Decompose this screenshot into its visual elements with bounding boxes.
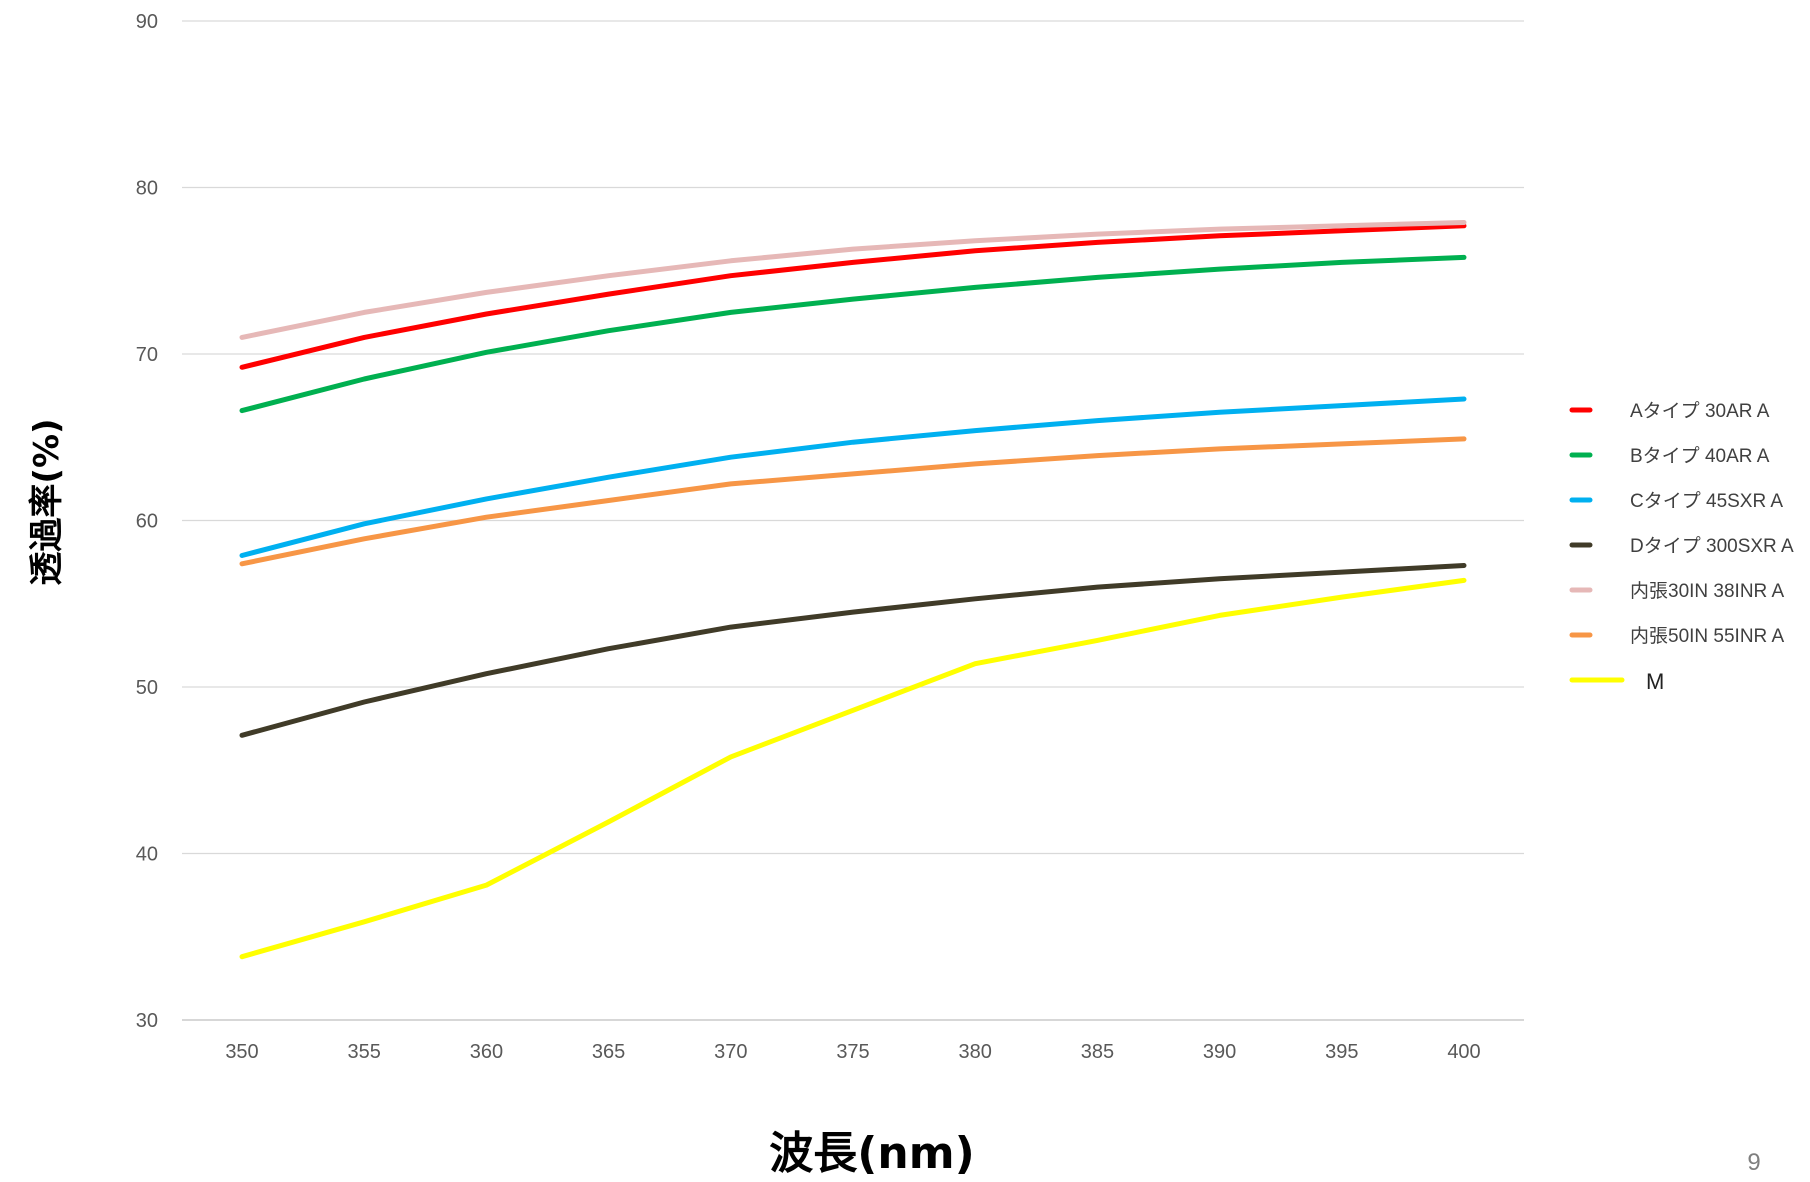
series-line-3 xyxy=(239,396,1467,558)
legend-label-4: Dタイプ 300SXR A xyxy=(1630,535,1794,557)
y-tick-label: 40 xyxy=(136,844,158,866)
y-tick-label: 90 xyxy=(136,11,158,33)
series-line-1 xyxy=(239,223,1467,370)
x-tick-label: 390 xyxy=(1203,1041,1236,1063)
y-axis-tick-labels: 30 40 50 60 70 80 90 xyxy=(136,11,158,1032)
data-series xyxy=(239,220,1467,960)
legend-label-5: 内張30IN 38INR A xyxy=(1630,580,1784,602)
series-line-2 xyxy=(239,254,1467,414)
series-line-6 xyxy=(239,436,1467,567)
x-tick-label: 365 xyxy=(592,1041,625,1063)
y-tick-label: 70 xyxy=(136,344,158,366)
x-axis-tick-labels: 350 355 360 365 370 375 380 385 390 395 400 xyxy=(225,1041,1480,1063)
x-tick-label: 355 xyxy=(348,1041,381,1063)
x-tick-label: 360 xyxy=(470,1041,503,1063)
x-tick-label: 375 xyxy=(836,1041,869,1063)
series-line-7 xyxy=(239,577,1467,960)
x-tick-label: 370 xyxy=(714,1041,747,1063)
legend-label-2: Bタイプ 40AR A xyxy=(1630,445,1770,467)
gridlines xyxy=(182,20,1524,1021)
legend-label-3: Cタイプ 45SXR A xyxy=(1630,490,1783,512)
legend: Aタイプ 30AR A Bタイプ 40AR A Cタイプ 45SXR A Dタイプ 3… xyxy=(1569,400,1794,694)
x-tick-label: 400 xyxy=(1447,1041,1480,1063)
y-tick-label: 50 xyxy=(136,677,158,699)
y-tick-label: 60 xyxy=(136,511,158,533)
legend-label-6: 内張50IN 55INR A xyxy=(1630,625,1784,647)
x-tick-label: 385 xyxy=(1081,1041,1114,1063)
series-line-5 xyxy=(239,220,1467,340)
y-tick-label: 80 xyxy=(136,178,158,200)
series-line-4 xyxy=(239,563,1467,738)
legend-label-7: M xyxy=(1646,669,1664,694)
x-tick-label: 350 xyxy=(225,1041,258,1063)
x-tick-label: 395 xyxy=(1325,1041,1358,1063)
x-tick-label: 380 xyxy=(959,1041,992,1063)
x-axis-title: 波長(nm) xyxy=(769,1128,974,1179)
y-axis-title: 透過率(%) xyxy=(27,418,67,585)
legend-label-1: Aタイプ 30AR A xyxy=(1630,400,1770,422)
page-number: 9 xyxy=(1747,1149,1760,1176)
y-tick-label: 30 xyxy=(136,1010,158,1032)
